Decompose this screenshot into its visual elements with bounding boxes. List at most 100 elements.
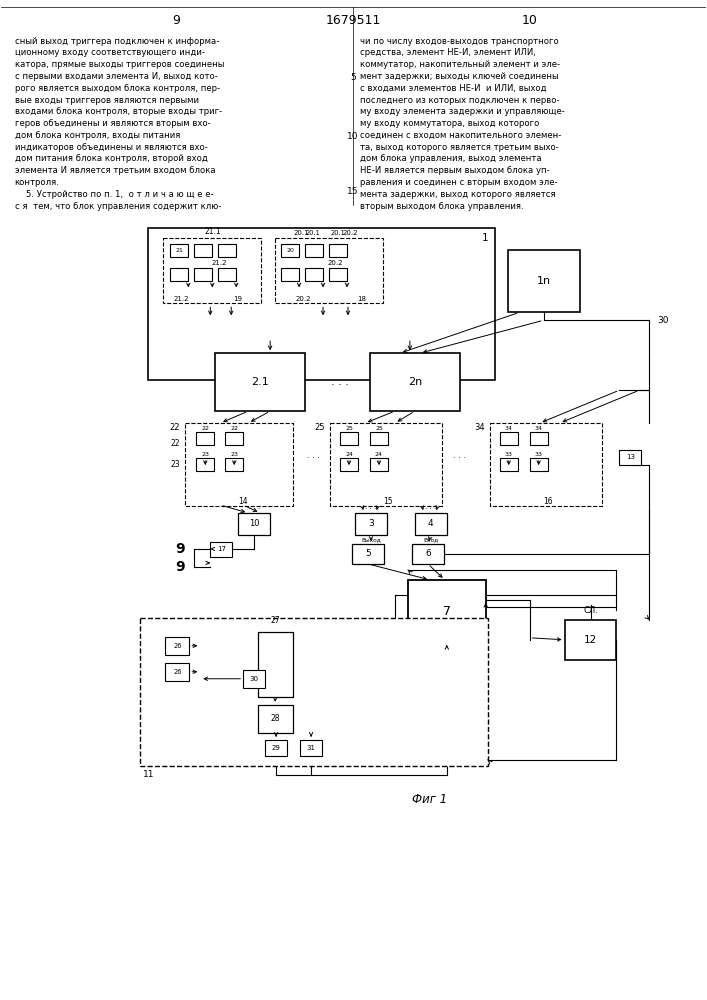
Bar [281, 268, 299, 281]
Text: 15: 15 [347, 187, 358, 196]
Text: 10: 10 [347, 132, 358, 141]
Text: 12: 12 [584, 635, 597, 645]
Text: элемента И является третьим входом блока: элемента И является третьим входом блока [15, 166, 216, 175]
Text: 22: 22 [171, 439, 180, 448]
Text: . . .: . . . [307, 451, 320, 460]
Text: 25: 25 [375, 426, 383, 431]
Text: 3: 3 [368, 519, 374, 528]
Bar [330, 423, 442, 506]
Text: 20: 20 [286, 248, 294, 253]
Text: . . .: . . . [331, 377, 349, 387]
Bar [194, 268, 212, 281]
Bar [226, 432, 243, 445]
Text: вые входы триггеров являются первыми: вые входы триггеров являются первыми [15, 96, 199, 105]
Text: мент задержки; выходы ключей соединены: мент задержки; выходы ключей соединены [360, 72, 559, 81]
Text: 11: 11 [144, 770, 155, 779]
Text: индикаторов объединены и являются вхо-: индикаторов объединены и являются вхо- [15, 143, 208, 152]
Text: 23: 23 [230, 452, 238, 457]
Text: 33: 33 [534, 452, 543, 457]
Text: входами блока контроля, вторые входы триг-: входами блока контроля, вторые входы три… [15, 107, 222, 116]
Bar [412, 544, 444, 564]
Text: 10: 10 [249, 519, 259, 528]
Text: 28: 28 [270, 714, 280, 723]
Bar [305, 244, 323, 257]
Text: 21.2: 21.2 [211, 260, 227, 266]
Bar [408, 580, 486, 645]
Text: дом блока управления, выход элемента: дом блока управления, выход элемента [360, 154, 542, 163]
Text: соединен с входом накопительного элемен-: соединен с входом накопительного элемен- [360, 131, 561, 140]
Bar [355, 513, 387, 535]
Text: 33: 33 [505, 452, 513, 457]
Text: 29: 29 [271, 745, 281, 751]
Bar [281, 244, 299, 257]
Bar [370, 432, 388, 445]
Bar [258, 705, 293, 733]
Text: 14: 14 [238, 497, 248, 506]
Bar [226, 458, 243, 471]
Bar [415, 513, 447, 535]
Text: катора, прямые выходы триггеров соединены: катора, прямые выходы триггеров соединен… [15, 60, 224, 69]
Text: сный выход триггера подключен к информа-: сный выход триггера подключен к информа- [15, 37, 219, 46]
Text: 18: 18 [358, 296, 366, 302]
Text: 21.1: 21.1 [205, 227, 221, 236]
Text: 1: 1 [481, 233, 488, 243]
Bar [165, 663, 189, 681]
Text: 7: 7 [443, 605, 451, 618]
Text: чи по числу входов-выходов транспортного: чи по числу входов-выходов транспортного [360, 37, 559, 46]
Text: 34: 34 [534, 426, 543, 431]
Text: 30: 30 [250, 676, 259, 682]
Text: . . .: . . . [425, 504, 436, 510]
Bar [194, 244, 212, 257]
Bar [340, 458, 358, 471]
Text: 30: 30 [658, 316, 669, 325]
Text: 9: 9 [173, 14, 180, 27]
Text: . . .: . . . [453, 451, 467, 460]
Text: средства, элемент НЕ-И, элемент ИЛИ,: средства, элемент НЕ-И, элемент ИЛИ, [360, 48, 536, 57]
Bar [329, 268, 347, 281]
Bar [500, 432, 518, 445]
Bar [530, 458, 548, 471]
Text: 22: 22 [170, 423, 180, 432]
Bar [148, 228, 495, 380]
Text: ционному входу соответствующего инди-: ционному входу соответствующего инди- [15, 48, 204, 57]
Text: 20.1: 20.1 [331, 230, 346, 236]
Text: 20.2: 20.2 [327, 260, 343, 266]
Text: Вход: Вход [423, 537, 438, 542]
Text: НЕ-И является первым выходом блока уп-: НЕ-И является первым выходом блока уп- [360, 166, 550, 175]
Text: . . .: . . . [249, 504, 259, 510]
Text: контроля.: контроля. [15, 178, 59, 187]
Bar [185, 423, 293, 506]
Text: 5: 5 [365, 549, 371, 558]
Text: 22: 22 [201, 426, 209, 431]
Bar [619, 450, 641, 465]
Text: 2.1: 2.1 [251, 377, 269, 387]
Text: 1679511: 1679511 [325, 14, 380, 27]
Text: . . .: . . . [366, 504, 377, 510]
Text: 4: 4 [428, 519, 433, 528]
Text: 5: 5 [350, 73, 356, 82]
Text: 20.2: 20.2 [342, 230, 358, 236]
Bar [218, 268, 236, 281]
Bar [243, 670, 265, 688]
Bar [170, 268, 188, 281]
Bar [210, 542, 232, 557]
Bar [500, 458, 518, 471]
Bar [490, 423, 602, 506]
Text: 21.2: 21.2 [173, 296, 189, 302]
Bar [370, 458, 388, 471]
Text: 34: 34 [505, 426, 513, 431]
Text: вторым выходом блока управления.: вторым выходом блока управления. [360, 202, 524, 211]
Bar [165, 637, 189, 655]
Bar [329, 244, 347, 257]
Text: 17: 17 [217, 546, 226, 552]
Text: 13: 13 [626, 454, 635, 460]
Text: СЛ.: СЛ. [583, 606, 598, 615]
Bar [170, 244, 188, 257]
Bar [238, 513, 270, 535]
Text: Выход: Выход [361, 537, 381, 542]
Bar [370, 353, 460, 411]
Text: 15: 15 [383, 497, 393, 506]
Bar [565, 620, 617, 660]
Bar [340, 432, 358, 445]
Text: с первыми входами элемента И, выход кото-: с первыми входами элемента И, выход кото… [15, 72, 218, 81]
